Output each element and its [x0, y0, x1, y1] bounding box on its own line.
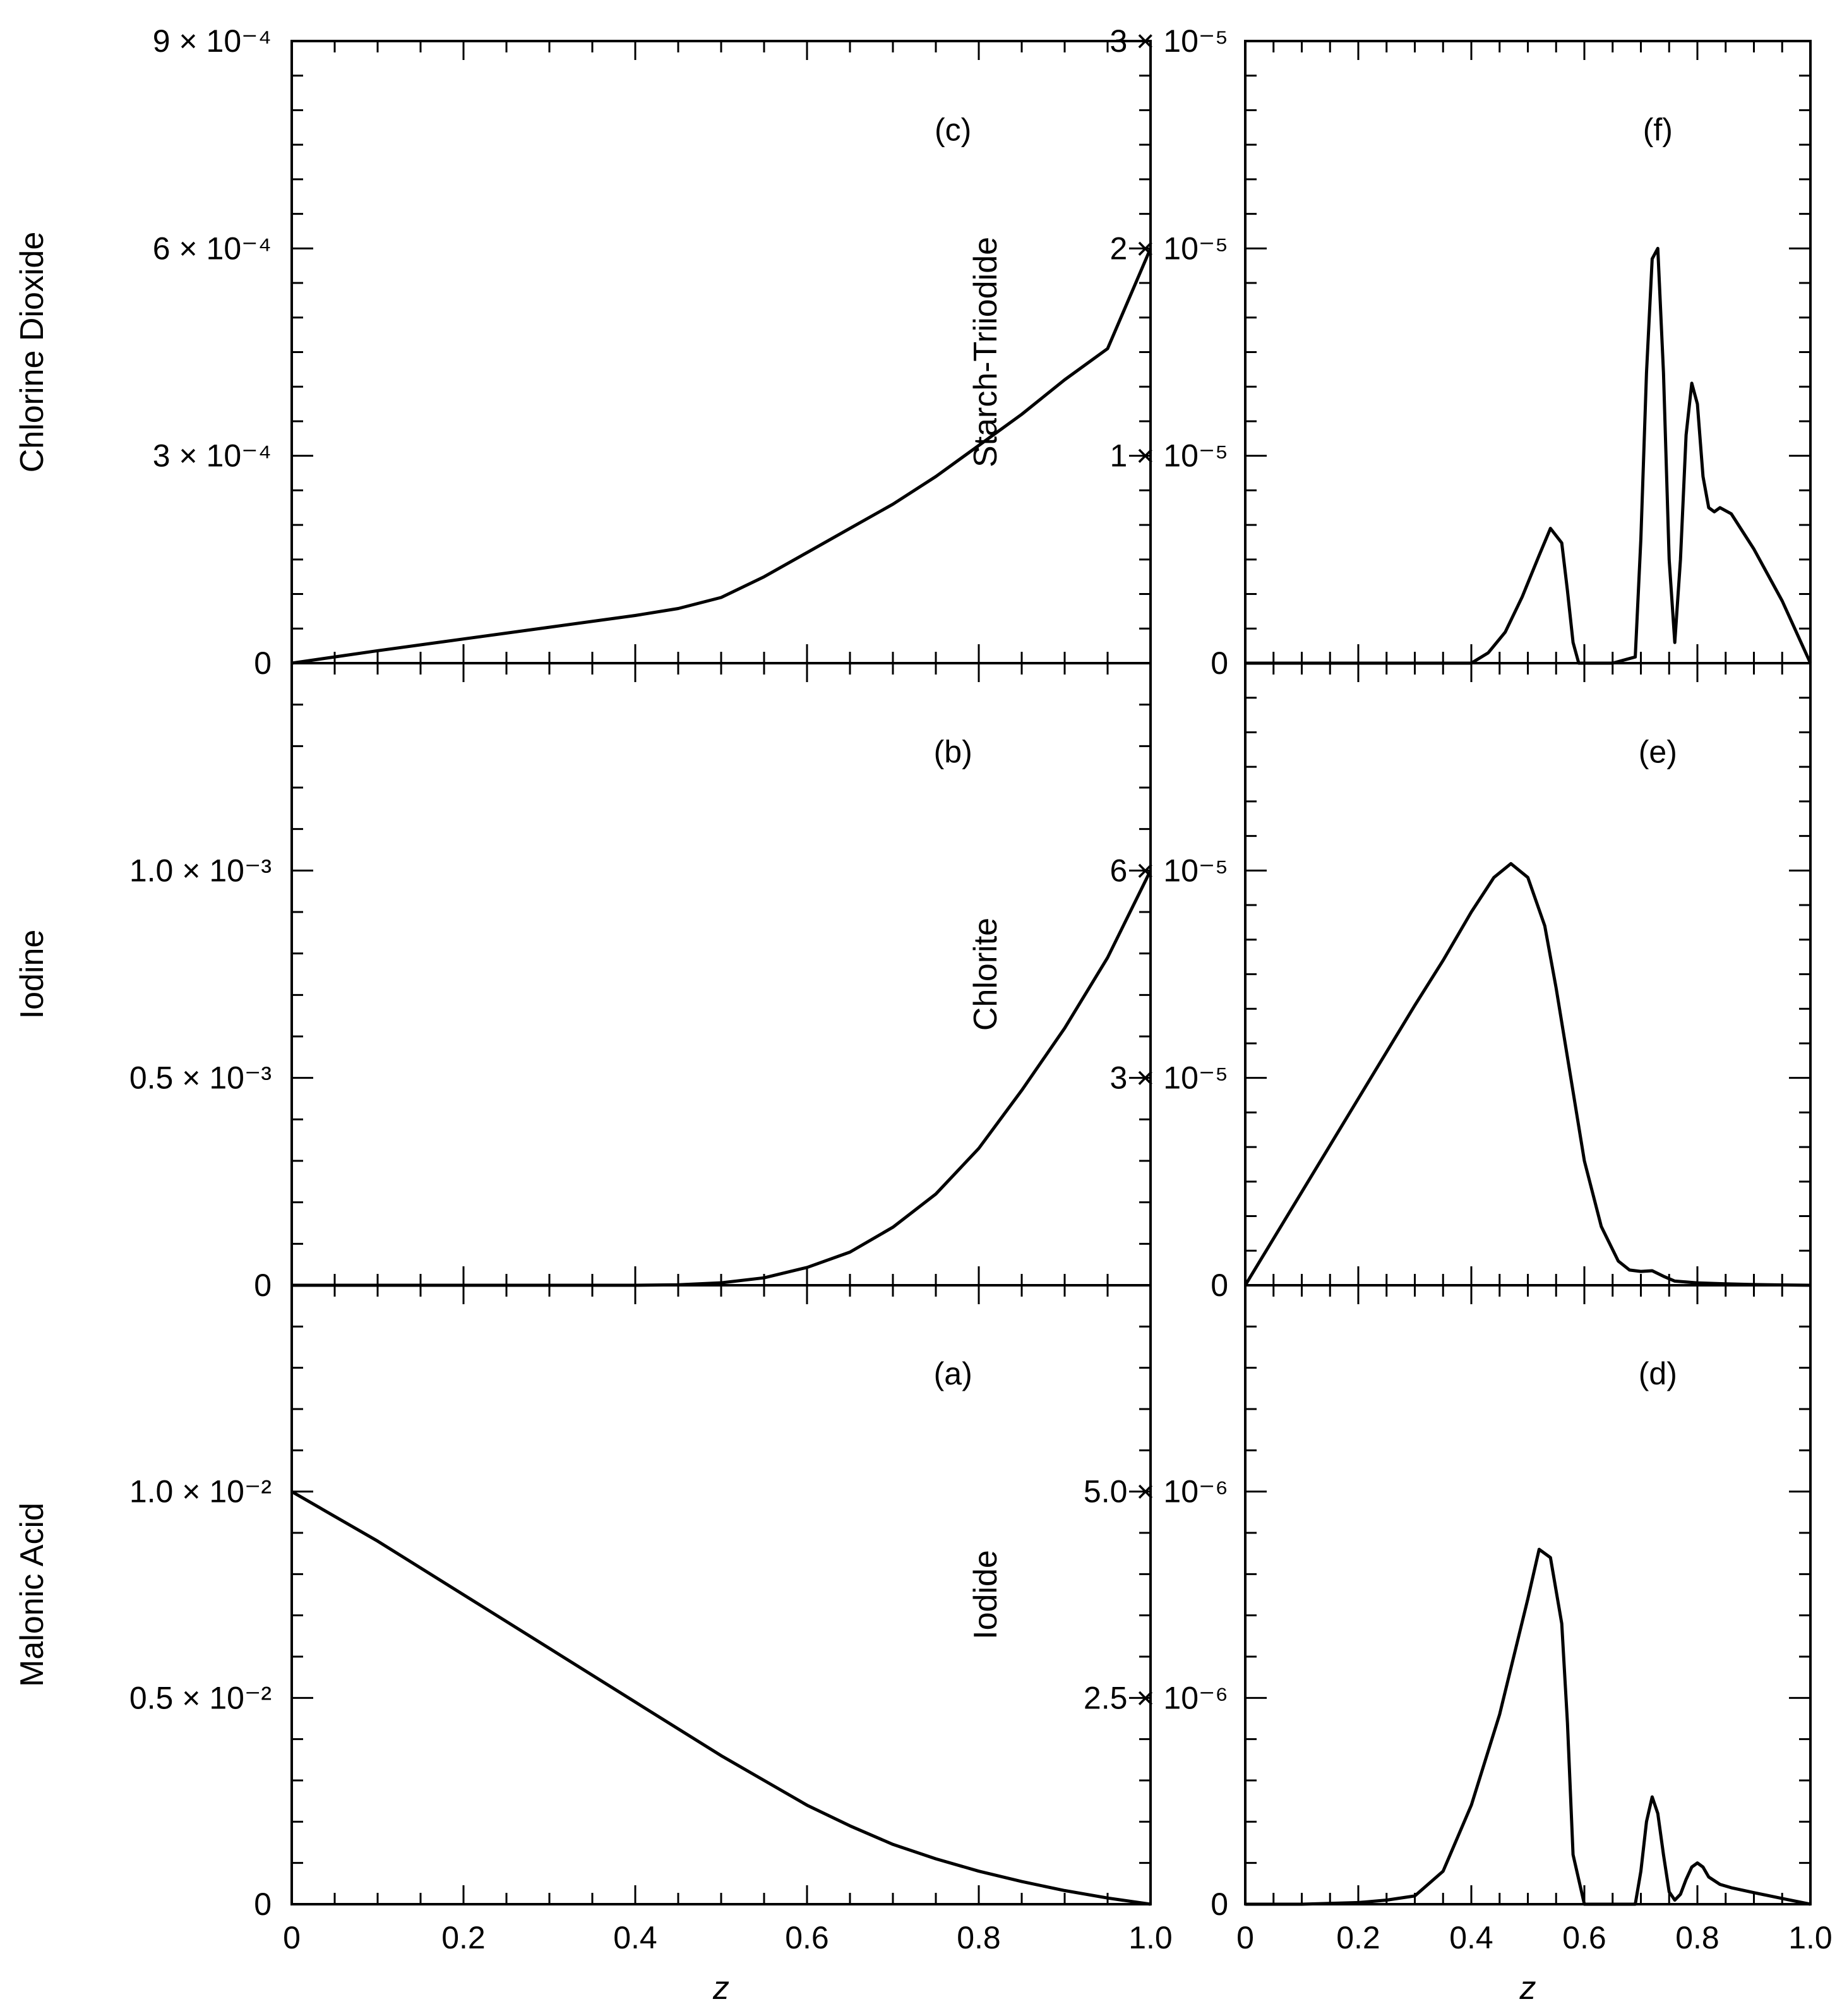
- y-axis-title: Malonic Acid: [14, 1503, 51, 1687]
- x-axis-title: z: [712, 1970, 729, 2007]
- panel-f: 0 1 × 10⁻⁵ 2 × 10⁻⁵ 3 × 10⁻⁵ Starch-Triiodid…: [967, 23, 1812, 681]
- y-axis-title: Chlorine Dioxide: [14, 232, 51, 473]
- y-tick-label: 0.5 × 10⁻²: [129, 1680, 272, 1715]
- panel-label: (d): [1639, 1356, 1677, 1391]
- panel-label: (f): [1643, 112, 1673, 148]
- plot-frame: [290, 1284, 1152, 1905]
- x-tick-label: 1.0: [1788, 1920, 1833, 1955]
- y-tick-label: 6 × 10⁻⁴: [153, 231, 272, 266]
- y-axis-title: Iodine: [14, 930, 51, 1019]
- series-line: [290, 1490, 1151, 1906]
- plot-frame: [1244, 40, 1812, 664]
- y-tick-label: 1.0 × 10⁻²: [129, 1474, 272, 1509]
- y-tick-label: 2.5 × 10⁻⁶: [1084, 1680, 1228, 1715]
- panel-c: 0 3 × 10⁻⁴ 6 × 10⁻⁴ 9 × 10⁻⁴ Chlorine Dioxid…: [14, 23, 1152, 681]
- x-tick-label: 0.6: [1562, 1920, 1606, 1955]
- panel-label: (e): [1639, 735, 1677, 770]
- y-tick-label: 0: [254, 1268, 272, 1303]
- x-tick-label: 0.2: [1336, 1920, 1380, 1955]
- panel-label: (b): [934, 735, 972, 770]
- series-line: [291, 248, 1152, 665]
- y-tick-label: 6 × 10⁻⁵: [1109, 853, 1228, 888]
- plot-frame: [1244, 662, 1812, 1287]
- x-tick-label: 0.8: [957, 1920, 1001, 1955]
- x-tick-label: 0.8: [1675, 1920, 1719, 1955]
- x-tick-label: 0.4: [613, 1920, 657, 1955]
- series-line: [1245, 246, 1812, 665]
- x-tick-label: 0: [1236, 1920, 1254, 1955]
- y-tick-label: 0: [1211, 1268, 1228, 1303]
- y-tick-label: 1 × 10⁻⁵: [1109, 438, 1228, 474]
- series-line: [292, 870, 1152, 1287]
- panel-a: 0 0.5 × 10⁻² 1.0 × 10⁻² Malonic Acid (a) 0 0.2…: [14, 1284, 1173, 2007]
- y-tick-label: 0: [254, 1887, 272, 1922]
- y-tick-label: 0: [1211, 1887, 1228, 1922]
- panel-label: (a): [934, 1356, 972, 1391]
- x-tick-label: 0.4: [1449, 1920, 1493, 1955]
- x-tick-label: 0.6: [785, 1920, 829, 1955]
- x-axis-title: z: [1519, 1970, 1536, 2007]
- y-tick-label: 3 × 10⁻⁴: [153, 438, 272, 474]
- x-tick-label: 1.0: [1128, 1920, 1173, 1955]
- y-axis-title: Chlorite: [967, 918, 1004, 1031]
- y-tick-label: 3 × 10⁻⁵: [1109, 23, 1228, 59]
- y-tick-label: 5.0 × 10⁻⁶: [1084, 1474, 1228, 1509]
- series-line: [1245, 1547, 1811, 1906]
- panel-d: 0 2.5 × 10⁻⁶ 5.0 × 10⁻⁶ Iodide (d) 0 0.2 0.4 0.6…: [967, 1284, 1833, 2007]
- y-tick-label: 0: [254, 645, 272, 681]
- y-axis-title: Iodide: [967, 1550, 1004, 1640]
- panel-label: (c): [935, 112, 971, 148]
- series-line: [1243, 861, 1811, 1287]
- y-tick-label: 1.0 × 10⁻³: [129, 853, 272, 888]
- y-tick-label: 9 × 10⁻⁴: [153, 23, 272, 59]
- y-tick-label: 0: [1211, 645, 1228, 681]
- y-axis-title: Starch-Triiodide: [967, 237, 1004, 467]
- x-tick-label: 0: [283, 1920, 301, 1955]
- plot-frame: [290, 40, 1152, 664]
- panel-e: 0 3 × 10⁻⁵ 6 × 10⁻⁵ Chlorite (e): [967, 662, 1812, 1303]
- y-tick-label: 2 × 10⁻⁵: [1109, 231, 1228, 266]
- x-tick-label: 0.2: [441, 1920, 486, 1955]
- y-tick-label: 3 × 10⁻⁵: [1109, 1060, 1228, 1096]
- plot-frame: [290, 662, 1152, 1287]
- y-tick-label: 0.5 × 10⁻³: [129, 1060, 272, 1096]
